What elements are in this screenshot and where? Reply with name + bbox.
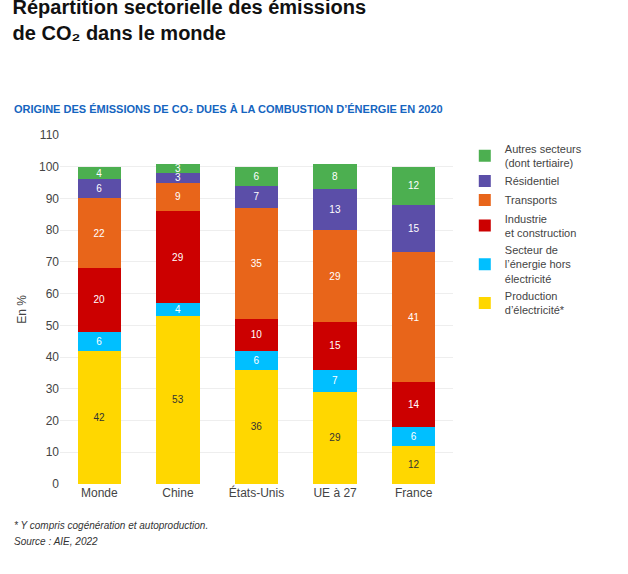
svg-text:9: 9	[175, 191, 181, 202]
svg-text:100: 100	[39, 160, 59, 174]
svg-text:7: 7	[332, 375, 338, 386]
svg-text:70: 70	[46, 255, 60, 269]
svg-text:40: 40	[46, 350, 60, 364]
svg-text:110: 110	[40, 128, 59, 142]
svg-text:Transports: Transports	[505, 194, 558, 206]
svg-text:UE à 27: UE à 27	[313, 486, 357, 500]
svg-text:29: 29	[329, 271, 341, 282]
svg-text:Monde: Monde	[81, 486, 118, 500]
svg-text:15: 15	[408, 223, 420, 234]
svg-text:Secteur del’énergie horsélectr: Secteur del’énergie horsélectricité	[505, 244, 572, 285]
svg-text:4: 4	[175, 304, 181, 315]
svg-text:12: 12	[408, 180, 420, 191]
svg-text:3: 3	[175, 172, 181, 183]
svg-text:29: 29	[329, 432, 341, 443]
svg-text:30: 30	[46, 382, 60, 396]
svg-text:En %: En %	[15, 295, 29, 324]
svg-text:6: 6	[254, 355, 260, 366]
svg-text:41: 41	[408, 312, 420, 323]
svg-text:15: 15	[329, 340, 341, 351]
svg-text:35: 35	[251, 258, 263, 269]
svg-text:42: 42	[94, 412, 106, 423]
svg-text:10: 10	[251, 329, 263, 340]
svg-text:8: 8	[332, 171, 338, 182]
svg-text:Productiond’électricité*: Productiond’électricité*	[505, 290, 565, 316]
svg-text:Chine: Chine	[162, 486, 194, 500]
svg-text:53: 53	[172, 394, 184, 405]
svg-text:Industrieet construction: Industrieet construction	[505, 213, 577, 239]
svg-text:Source : AIE, 2022: Source : AIE, 2022	[14, 536, 98, 547]
svg-text:90: 90	[46, 192, 60, 206]
svg-text:0: 0	[52, 477, 59, 491]
svg-text:13: 13	[329, 204, 341, 215]
svg-text:6: 6	[411, 431, 417, 442]
svg-text:Résidentiel: Résidentiel	[505, 175, 559, 187]
svg-text:Répartition sectorielle des ém: Répartition sectorielle des émissionsde …	[13, 0, 366, 44]
svg-text:6: 6	[96, 336, 102, 347]
svg-text:10: 10	[46, 445, 60, 459]
svg-text:20: 20	[94, 294, 106, 305]
svg-text:36: 36	[251, 421, 263, 432]
svg-text:14: 14	[408, 399, 420, 410]
svg-text:ORIGINE DES ÉMISSIONS DE CO₂ D: ORIGINE DES ÉMISSIONS DE CO₂ DUES À LA C…	[14, 103, 443, 115]
svg-text:6: 6	[254, 171, 260, 182]
svg-text:50: 50	[46, 319, 60, 333]
svg-text:France: France	[395, 486, 433, 500]
svg-text:22: 22	[94, 228, 106, 239]
svg-text:États-Unis: États-Unis	[229, 485, 284, 500]
svg-text:3: 3	[175, 163, 181, 174]
svg-text:7: 7	[254, 191, 260, 202]
svg-text:* Y compris cogénération et au: * Y compris cogénération et autoproducti…	[14, 520, 208, 531]
svg-text:6: 6	[96, 183, 102, 194]
svg-text:29: 29	[172, 252, 184, 263]
svg-text:20: 20	[46, 414, 60, 428]
svg-text:4: 4	[96, 168, 102, 179]
svg-text:60: 60	[46, 287, 60, 301]
svg-text:Autres secteurs(dont tertiaire: Autres secteurs(dont tertiaire)	[505, 143, 582, 169]
svg-text:80: 80	[46, 223, 60, 237]
svg-text:12: 12	[408, 459, 420, 470]
